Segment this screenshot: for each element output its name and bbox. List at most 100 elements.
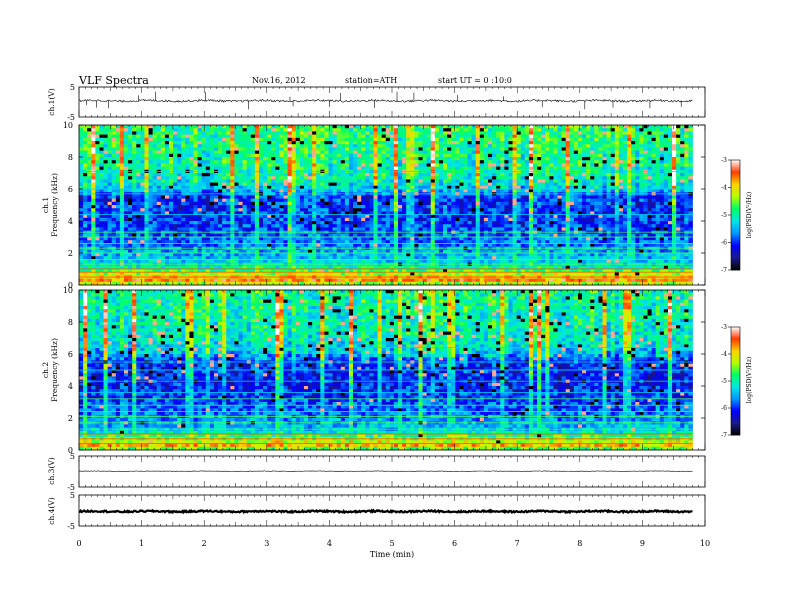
spectrogram-cell xyxy=(398,227,403,231)
spectrogram-cell xyxy=(156,185,162,190)
spectrogram-cell xyxy=(676,217,681,222)
spectrogram-cell xyxy=(598,179,603,183)
spectrogram-cell xyxy=(426,224,432,228)
spectrogram-cell xyxy=(398,179,403,183)
spectrogram-cell xyxy=(324,189,329,193)
spectrogram-cell xyxy=(561,208,567,212)
spectrogram-cell xyxy=(573,208,579,212)
spectrogram-cell xyxy=(226,211,231,215)
spectrogram-cell xyxy=(565,185,571,190)
spectrogram-cell xyxy=(213,128,219,132)
spectrogram-cell xyxy=(283,217,288,222)
spectrogram-cell xyxy=(667,147,673,151)
spectrogram-cell xyxy=(622,150,628,155)
spectrogram-cell xyxy=(582,198,587,203)
spectrogram-cell xyxy=(398,157,403,161)
spectrogram-cell xyxy=(222,211,227,215)
spectrogram-cell xyxy=(496,166,501,171)
spectrogram-cell xyxy=(132,214,137,219)
spectrogram-cell xyxy=(144,160,149,164)
spectrogram-cell xyxy=(549,128,554,132)
spectrogram-cell xyxy=(209,195,215,199)
spectrogram-cell xyxy=(185,144,190,148)
spectrogram-cell xyxy=(418,224,423,228)
spectrogram-cell xyxy=(643,134,648,139)
spectrogram-cell xyxy=(99,195,104,199)
spectrogram-cell xyxy=(667,221,673,225)
spectrogram-cell xyxy=(373,195,378,199)
spectrogram-cell xyxy=(119,224,125,228)
spectrogram-cell xyxy=(357,128,362,132)
spectrogram-cell xyxy=(271,182,276,187)
spectrogram-cell xyxy=(381,144,387,148)
spectrogram-cell xyxy=(398,150,403,155)
spectrogram-cell xyxy=(287,150,293,155)
spectrogram-cell xyxy=(213,182,219,187)
spectrogram-cell xyxy=(164,147,170,151)
spectrogram-cell xyxy=(557,217,562,222)
spectrogram-cell xyxy=(676,153,681,158)
spectrogram-cell xyxy=(586,150,591,155)
spectrogram-cell xyxy=(336,125,342,129)
spectrogram-cell xyxy=(569,157,575,161)
spectrogram-cell xyxy=(193,144,199,148)
spectrogram-cell xyxy=(332,227,338,231)
spectrogram-cell xyxy=(299,214,305,219)
spectrogram-cell xyxy=(663,195,669,199)
spectrogram-cell xyxy=(115,157,121,161)
spectrogram-cell xyxy=(545,185,550,190)
spectrogram-cell xyxy=(213,173,219,177)
spectrogram-cell xyxy=(545,144,550,148)
spectrogram-cell xyxy=(672,211,677,215)
spectrogram-cell xyxy=(246,163,252,167)
spectrogram-cell xyxy=(209,176,215,180)
spectrogram-cell xyxy=(565,160,571,164)
spectrogram-cell xyxy=(590,150,595,155)
spectrogram-cell xyxy=(258,131,264,135)
spectrogram-cell xyxy=(398,141,403,145)
spectrogram-cell xyxy=(418,217,423,222)
spectrogram-cell xyxy=(181,205,186,209)
spectrogram-cell xyxy=(242,211,248,215)
spectrogram-cell xyxy=(373,217,378,222)
spectrogram-cell xyxy=(99,131,104,135)
spectrogram-cell xyxy=(230,217,235,222)
spectrogram-cell xyxy=(586,128,591,132)
spectrogram-cell xyxy=(234,227,239,231)
spectrogram-cell xyxy=(160,217,166,222)
spectrogram-cell xyxy=(340,227,346,231)
spectrogram-cell xyxy=(246,166,252,171)
spectrogram-cell xyxy=(418,163,423,167)
spectrogram-cell xyxy=(430,224,436,228)
spectrogram-cell xyxy=(246,153,252,158)
spectrogram-cell xyxy=(434,205,440,209)
spectrogram-cell xyxy=(111,141,117,145)
spectrogram-cell xyxy=(246,195,252,199)
spectrogram-cell xyxy=(271,131,276,135)
spectrogram-cell xyxy=(99,179,104,183)
spectrogram-cell xyxy=(144,224,149,228)
spectrogram-cell xyxy=(369,189,374,193)
spectrogram-cell xyxy=(590,211,595,215)
spectrogram-cell xyxy=(267,221,272,225)
spectrogram-cell xyxy=(463,208,468,212)
spectrogram-cell xyxy=(263,214,268,219)
spectrogram-cell xyxy=(393,214,399,219)
spectrogram-cell xyxy=(385,221,391,225)
spectrogram-cell xyxy=(377,211,383,215)
spectrogram-cell xyxy=(447,173,452,177)
spectrogram-cell xyxy=(483,157,489,161)
spectrogram-cell xyxy=(680,217,685,222)
spectrogram-cell xyxy=(520,125,526,129)
spectrogram-cell xyxy=(242,224,248,228)
spectrogram-cell xyxy=(320,144,325,148)
spectrogram-cell xyxy=(614,137,620,142)
spectrogram-cell xyxy=(287,153,293,158)
spectrogram-cell xyxy=(443,195,448,199)
spectrogram-cell xyxy=(418,166,423,171)
spectrogram-cell xyxy=(606,205,612,209)
spectrogram-cell xyxy=(463,211,468,215)
spectrogram-cell xyxy=(447,147,452,151)
spectrogram-cell xyxy=(185,147,190,151)
